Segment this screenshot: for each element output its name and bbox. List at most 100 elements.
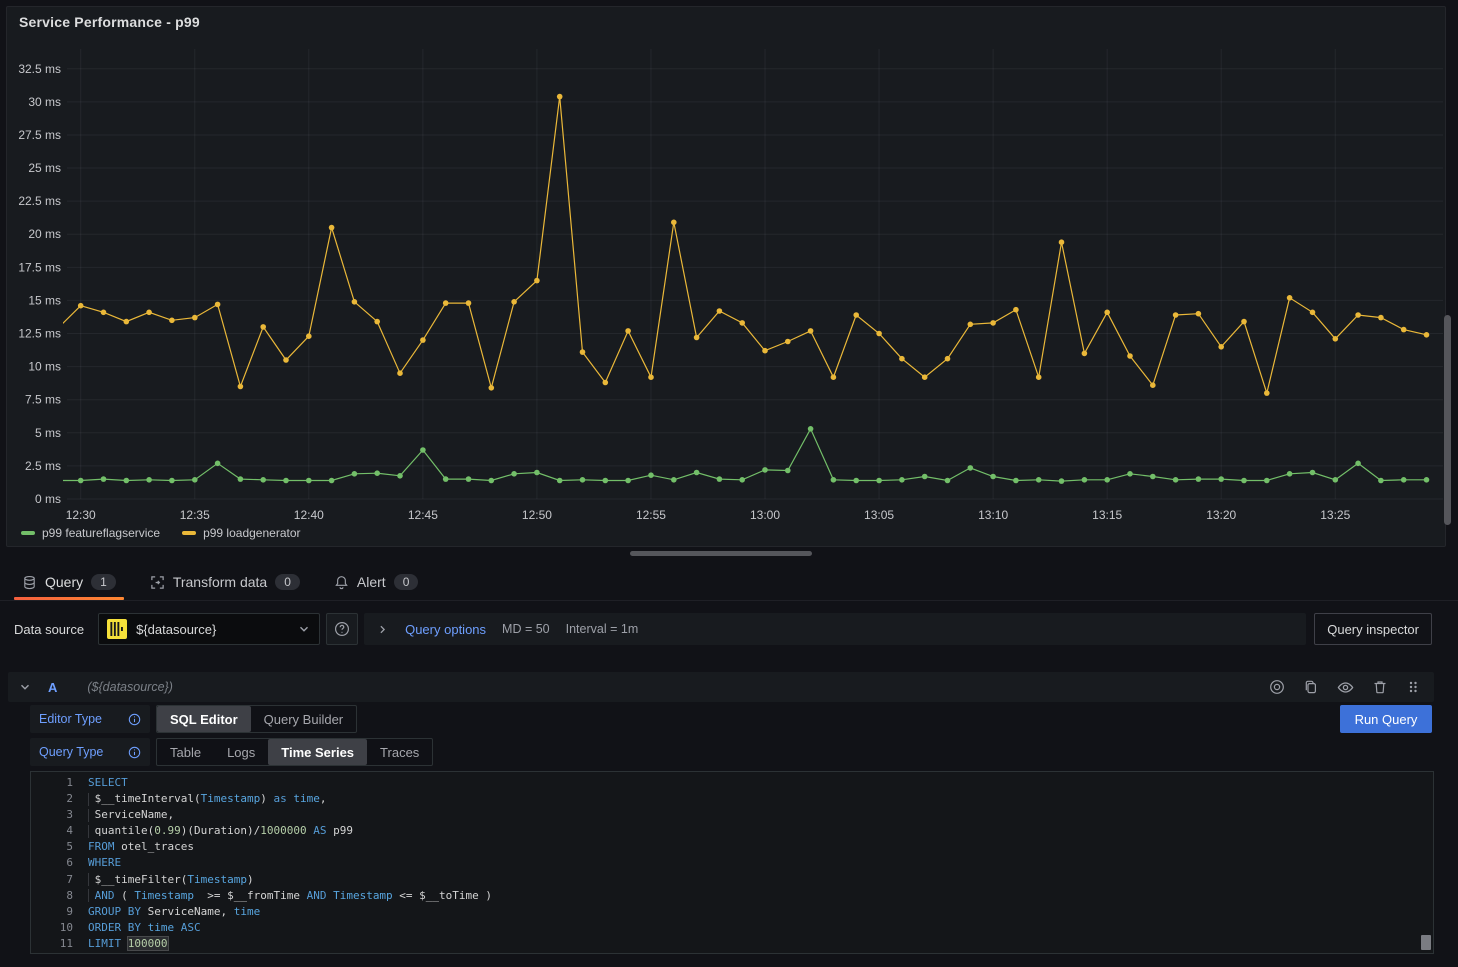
- series-point-p99-loadgenerator: [1400, 326, 1407, 333]
- query-type-time-series[interactable]: Time Series: [268, 739, 368, 765]
- indent-guide: [88, 792, 89, 806]
- series-point-p99-featureflagservice: [420, 447, 426, 453]
- drag-handle-icon[interactable]: [1406, 679, 1420, 695]
- series-point-p99-featureflagservice: [1400, 477, 1407, 483]
- series-point-p99-loadgenerator: [1378, 314, 1384, 321]
- legend-label: p99 featureflagservice: [42, 526, 161, 540]
- series-point-p99-loadgenerator: [1150, 382, 1156, 389]
- interval-value: Interval = 1m: [565, 622, 639, 636]
- x-axis-tick-label: 13:05: [864, 508, 894, 522]
- series-point-p99-loadgenerator: [693, 334, 700, 341]
- tab-label: Transform data: [172, 574, 268, 590]
- series-point-p99-loadgenerator: [602, 379, 609, 386]
- series-point-p99-loadgenerator: [328, 224, 335, 231]
- datasource-picker[interactable]: ${datasource}: [98, 613, 321, 645]
- query-type-label: Query Type: [39, 745, 104, 759]
- series-point-p99-featureflagservice: [693, 469, 700, 476]
- series-point-p99-loadgenerator: [465, 300, 472, 306]
- query-row-actions: [1269, 679, 1420, 696]
- y-axis-tick-label: 30 ms: [28, 95, 61, 109]
- query-type-logs[interactable]: Logs: [227, 744, 256, 760]
- line-number: 10: [59, 920, 73, 934]
- series-point-p99-featureflagservice: [488, 477, 495, 484]
- series-point-p99-loadgenerator: [579, 349, 586, 355]
- y-axis-tick-label: 20 ms: [28, 227, 61, 241]
- code-line: 8 AND ( Timestamp >= $__fromTime AND Tim…: [31, 888, 1433, 904]
- line-content: FROM otel_traces: [88, 840, 194, 854]
- series-point-p99-featureflagservice: [328, 477, 335, 484]
- query-inspector-button[interactable]: Query inspector: [1314, 613, 1432, 645]
- x-axis-tick-label: 12:40: [294, 508, 324, 522]
- sql-code: 1 SELECT 2 $__timeInterval(Timestamp) as t…: [31, 772, 1433, 952]
- collapse-chevron-icon[interactable]: [18, 680, 32, 694]
- legend-swatch: [182, 531, 197, 535]
- tab-alert[interactable]: Alert 0: [322, 564, 430, 600]
- series-point-p99-loadgenerator: [1058, 239, 1065, 245]
- series-point-p99-loadgenerator: [306, 333, 312, 340]
- series-point-p99-featureflagservice: [100, 476, 107, 482]
- series-point-p99-featureflagservice: [1127, 471, 1133, 477]
- y-axis-tick-label: 5 ms: [35, 426, 61, 440]
- x-axis-tick-label: 12:30: [66, 508, 96, 522]
- series-point-p99-loadgenerator: [1332, 336, 1339, 342]
- series-point-p99-featureflagservice: [260, 477, 266, 483]
- code-line: 6 WHERE: [31, 855, 1433, 871]
- line-content: AND ( Timestamp >= $__fromTime AND Times…: [88, 888, 492, 904]
- tab-query[interactable]: Query 1: [10, 564, 128, 600]
- editor-type-options: SQL Editor Query Builder: [156, 705, 358, 733]
- code-line: 11 LIMIT 100000: [31, 935, 1433, 952]
- editor-scrollbar-thumb[interactable]: [1421, 935, 1431, 950]
- trash-icon[interactable]: [1372, 679, 1388, 695]
- tab-transform-data[interactable]: Transform data 0: [138, 564, 312, 600]
- series-point-p99-featureflagservice: [534, 469, 540, 476]
- question-circle-icon: [334, 621, 350, 637]
- series-point-p99-featureflagservice: [602, 477, 609, 484]
- line-number: 11: [59, 936, 73, 950]
- series-point-p99-featureflagservice: [648, 472, 654, 479]
- series-point-p99-featureflagservice: [146, 477, 152, 483]
- series-point-p99-loadgenerator: [100, 309, 107, 316]
- bell-icon: [334, 575, 349, 590]
- time-series-chart: 0 ms 2.5 ms 5 ms 7.5 ms 10 ms 12.5 ms 15 ms 17.…: [18, 49, 1443, 522]
- editor-type-query-builder[interactable]: Query Builder: [263, 711, 344, 727]
- tab-count-badge: 1: [91, 574, 116, 590]
- datasource-label: Data source: [14, 621, 85, 637]
- legend-item-p99-featureflagservice[interactable]: p99 featureflagservice: [21, 526, 160, 540]
- series-point-p99-featureflagservice: [625, 477, 631, 484]
- line-content: $__timeInterval(Timestamp) as time,: [88, 792, 327, 806]
- y-axis-tick-label: 17.5 ms: [18, 260, 61, 274]
- series-point-p99-loadgenerator: [921, 374, 928, 381]
- x-axis-tick-label: 12:45: [408, 508, 438, 522]
- vertical-scrollbar-thumb[interactable]: [1444, 315, 1451, 525]
- duplicate-icon[interactable]: [1303, 679, 1319, 695]
- series-point-p99-featureflagservice: [830, 477, 837, 483]
- series-point-p99-featureflagservice: [306, 477, 312, 484]
- code-line: 2 $__timeInterval(Timestamp) as time,: [31, 791, 1433, 807]
- query-type-traces[interactable]: Traces: [380, 744, 420, 760]
- datasource-help-button[interactable]: [326, 613, 359, 645]
- line-content: ORDER BY time ASC: [88, 920, 201, 934]
- y-axis-tick-label: 22.5 ms: [18, 194, 61, 208]
- query-type-table[interactable]: Table: [170, 744, 202, 760]
- editor-type-sql-editor[interactable]: SQL Editor: [157, 706, 251, 732]
- hide-response-eye-icon[interactable]: [1337, 679, 1354, 696]
- series-point-p99-loadgenerator: [648, 374, 654, 381]
- disable-query-icon[interactable]: [1269, 679, 1285, 695]
- run-query-button[interactable]: Run Query: [1340, 705, 1432, 733]
- sql-code-editor[interactable]: 1 SELECT 2 $__timeInterval(Timestamp) as t…: [30, 771, 1434, 954]
- legend-item-p99-loadgenerator[interactable]: p99 loadgenerator: [182, 526, 301, 540]
- series-point-p99-featureflagservice: [283, 477, 289, 484]
- query-options-label: Query options: [405, 621, 487, 637]
- y-axis-tick-label: 12.5 ms: [18, 327, 61, 341]
- clickhouse-logo-icon: [107, 619, 128, 639]
- series-point-p99-featureflagservice: [1423, 477, 1430, 483]
- series-point-p99-featureflagservice: [967, 465, 974, 471]
- series-point-p99-featureflagservice: [1035, 477, 1042, 483]
- y-axis-tick-label: 32.5 ms: [18, 62, 61, 76]
- x-axis-tick-label: 12:35: [180, 508, 210, 522]
- horizontal-scrollbar-thumb[interactable]: [630, 551, 812, 556]
- query-options-collapse[interactable]: Query options MD = 50 Interval = 1m: [364, 613, 1307, 645]
- line-number: 1: [66, 776, 73, 789]
- series-point-p99-loadgenerator: [625, 328, 631, 334]
